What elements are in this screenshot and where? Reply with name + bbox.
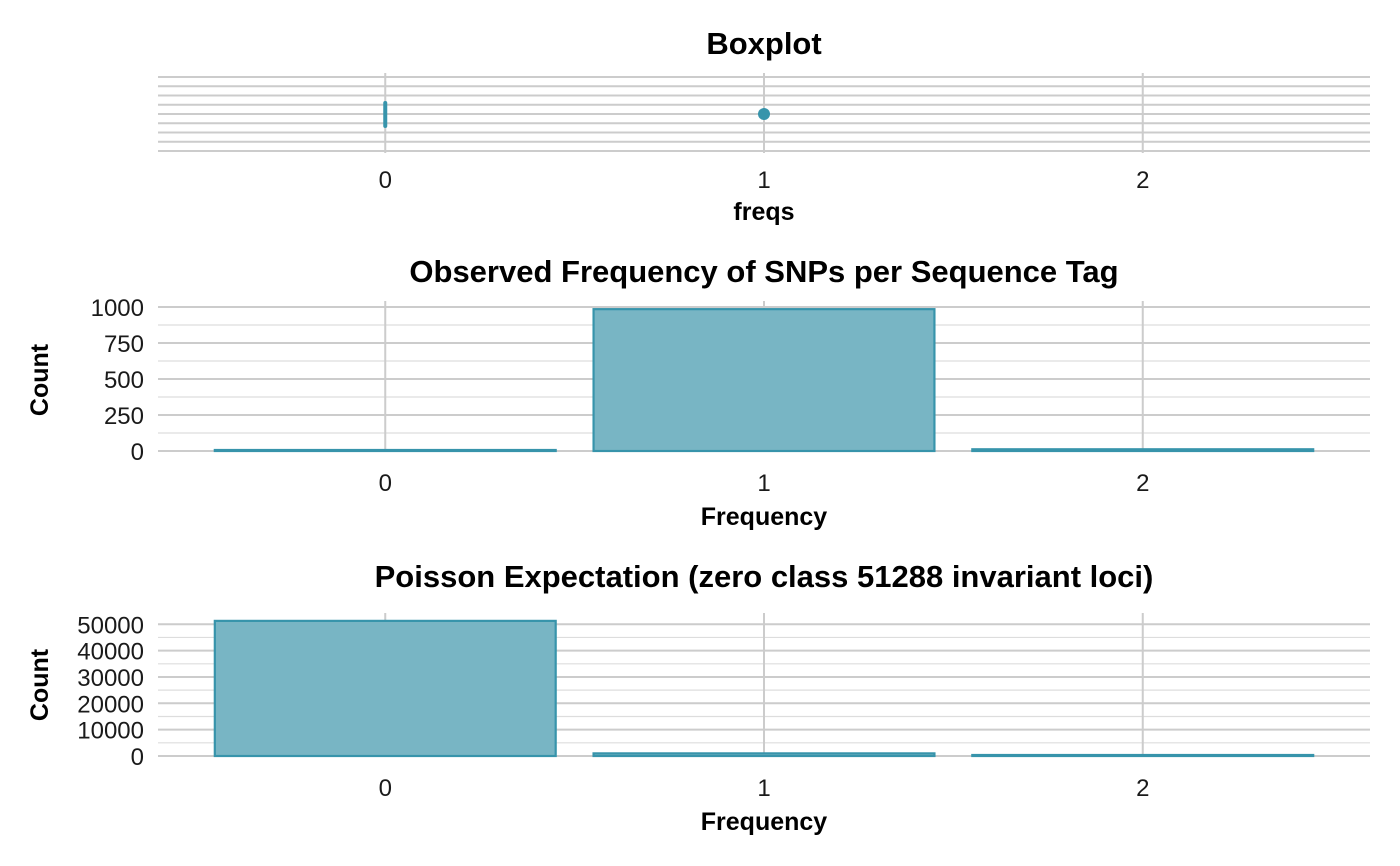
bar-0 <box>213 448 557 453</box>
observed-x-axis-label: Frequency <box>701 503 828 531</box>
y-tick-label: 0 <box>131 439 144 466</box>
x-tick-label: 0 <box>379 775 392 802</box>
x-tick-label: 2 <box>1136 775 1149 802</box>
x-tick-label: 1 <box>757 775 770 802</box>
observed-bars <box>213 308 1315 453</box>
box-median-point <box>758 108 770 120</box>
x-tick-label: 1 <box>757 470 770 497</box>
observed-frequency-panel: Observed Frequency of SNPs per Sequence … <box>26 254 1370 531</box>
poisson-x-axis-label: Frequency <box>701 808 828 836</box>
poisson-y-axis-label: Count <box>26 648 54 721</box>
y-tick-label: 500 <box>104 367 144 394</box>
y-tick-label: 750 <box>104 331 144 358</box>
poisson-title: Poisson Expectation (zero class 51288 in… <box>375 559 1154 594</box>
y-tick-label: 30000 <box>77 665 144 692</box>
bar-1 <box>592 752 936 758</box>
y-tick-label: 40000 <box>77 639 144 666</box>
boxplot-x-axis-label: freqs <box>733 198 794 226</box>
y-tick-label: 0 <box>131 744 144 771</box>
x-tick-label: 2 <box>1136 470 1149 497</box>
boxplot-title: Boxplot <box>706 26 821 61</box>
y-tick-label: 1000 <box>91 295 144 322</box>
y-tick-label: 20000 <box>77 691 144 718</box>
boxplot-panel: Boxplot 0 1 2 freqs <box>158 26 1370 226</box>
bar-1 <box>592 308 936 453</box>
x-tick-label: 0 <box>379 470 392 497</box>
bar-2 <box>971 753 1315 758</box>
poisson-expectation-panel: Poisson Expectation (zero class 51288 in… <box>26 559 1370 836</box>
observed-x-tick-labels: 0 1 2 <box>379 470 1150 497</box>
y-tick-label: 10000 <box>77 718 144 745</box>
x-tick-label: 2 <box>1136 167 1149 194</box>
boxplot-marks <box>383 101 770 128</box>
observed-y-axis-label: Count <box>26 343 54 416</box>
poisson-bars <box>213 619 1315 758</box>
x-tick-label: 1 <box>757 167 770 194</box>
y-tick-label: 50000 <box>77 612 144 639</box>
poisson-x-tick-labels: 0 1 2 <box>379 775 1150 802</box>
boxplot-x-tick-labels: 0 1 2 <box>379 167 1150 194</box>
y-tick-label: 250 <box>104 403 144 430</box>
bar-0 <box>213 619 557 758</box>
bar-2 <box>971 448 1315 453</box>
x-tick-label: 0 <box>379 167 392 194</box>
observed-y-tick-labels: 0 250 500 750 1000 <box>91 295 144 466</box>
observed-title: Observed Frequency of SNPs per Sequence … <box>409 254 1118 289</box>
